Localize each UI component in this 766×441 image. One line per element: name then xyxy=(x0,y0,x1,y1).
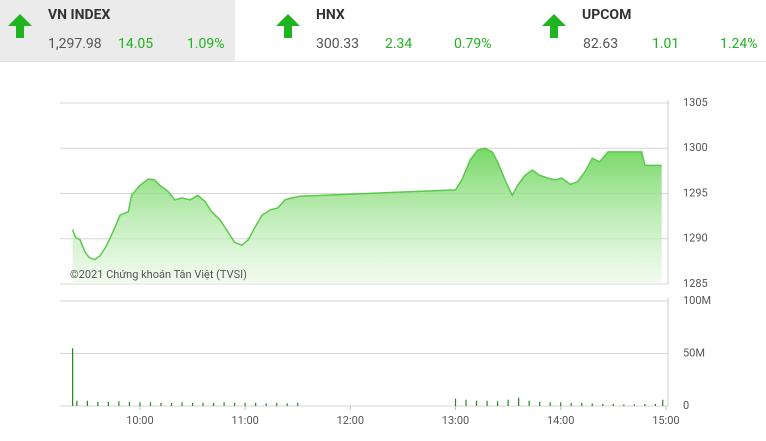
y-tick-label: 1300 xyxy=(683,141,708,154)
index-value: 82.63 xyxy=(583,36,619,52)
volume-bar xyxy=(234,402,236,406)
volume-bar xyxy=(128,401,131,406)
volume-bar xyxy=(507,399,509,406)
volume-bar xyxy=(139,402,141,406)
area xyxy=(72,148,662,284)
volume-bar xyxy=(286,403,288,406)
volume-bar xyxy=(475,400,478,406)
volume-bar xyxy=(496,401,499,406)
volume-bar xyxy=(644,403,646,406)
index-percent: 1.09% xyxy=(187,36,225,52)
volume-bar xyxy=(72,348,74,406)
volume-bar xyxy=(86,400,88,406)
index-change: 2.34 xyxy=(385,36,413,52)
volume-bar xyxy=(454,398,457,406)
volume-bar xyxy=(107,401,109,406)
divider xyxy=(0,61,766,62)
volume-bar xyxy=(265,403,267,406)
volume-bar xyxy=(654,403,656,406)
x-tick-label: 13:00 xyxy=(442,414,469,427)
volume-bar xyxy=(76,400,78,406)
index-box[interactable]: UPCOM 82.63 1.01 1.24% xyxy=(534,0,766,62)
volume-bar xyxy=(602,403,604,406)
volume-bar xyxy=(181,402,183,406)
index-percent: 0.79% xyxy=(454,36,492,52)
line xyxy=(71,147,662,261)
up-arrow xyxy=(8,14,32,38)
index-value: 300.33 xyxy=(316,36,360,52)
volume-bar xyxy=(581,402,583,406)
index-name: UPCOM xyxy=(582,7,632,23)
x-tick-label: 14:00 xyxy=(547,414,574,427)
volume-bar xyxy=(276,402,278,406)
y-tick-label: 1295 xyxy=(683,186,708,199)
x-tick-label: 12:00 xyxy=(337,414,364,427)
volume-bar xyxy=(255,402,257,406)
volume-bar xyxy=(539,401,541,406)
volume-bar xyxy=(149,402,152,406)
y-tick-label: 1290 xyxy=(683,232,708,245)
volume-bar xyxy=(662,399,664,406)
index-percent: 1.24% xyxy=(720,36,758,52)
volume-bar xyxy=(297,402,299,406)
volume-bar xyxy=(170,402,173,406)
volume-bar xyxy=(612,403,614,406)
y-tick-label: 0 xyxy=(683,399,689,412)
up-arrow xyxy=(542,14,566,38)
index-box[interactable]: VN INDEX 1,297.98 14.05 1.09% xyxy=(0,0,235,62)
index-box[interactable]: HNX 300.33 2.34 0.79% xyxy=(268,0,508,62)
index-name: HNX xyxy=(316,7,345,23)
y-tick-label: 1285 xyxy=(683,277,708,290)
x-tick-label: 15:00 xyxy=(652,414,679,427)
y-tick-label: 1305 xyxy=(683,96,708,109)
volume-bar xyxy=(486,400,488,406)
y-tick-label: 50M xyxy=(683,346,705,359)
volume-bar xyxy=(465,399,467,406)
volume-bar xyxy=(623,404,625,406)
volume-bar xyxy=(591,403,593,406)
volume-bar xyxy=(223,402,225,406)
x-tick-label: 10:00 xyxy=(126,414,153,427)
volume-bar xyxy=(118,401,120,406)
volume-bar xyxy=(191,402,194,406)
up-arrow xyxy=(276,14,300,38)
volume-bar xyxy=(202,402,204,406)
volume-bar xyxy=(570,402,572,406)
copyright: ©2021 Chứng khoán Tân Việt (TVSI) xyxy=(70,268,247,281)
volume-bar xyxy=(244,402,246,406)
index-change: 1.01 xyxy=(652,36,680,52)
y-tick-label: 100M xyxy=(683,294,711,307)
volume-bar xyxy=(97,401,99,406)
index-change: 14.05 xyxy=(118,36,154,52)
x-tick-label: 11:00 xyxy=(231,414,258,427)
volume-bar xyxy=(560,402,562,406)
index-name: VN INDEX xyxy=(48,7,111,23)
volume-bar xyxy=(212,402,215,406)
volume-bar xyxy=(549,402,551,406)
volume-bar xyxy=(528,400,530,406)
volume-bar xyxy=(160,402,162,406)
index-value: 1,297.98 xyxy=(48,36,102,52)
volume-bar xyxy=(633,404,635,406)
volume-bar xyxy=(518,397,520,406)
